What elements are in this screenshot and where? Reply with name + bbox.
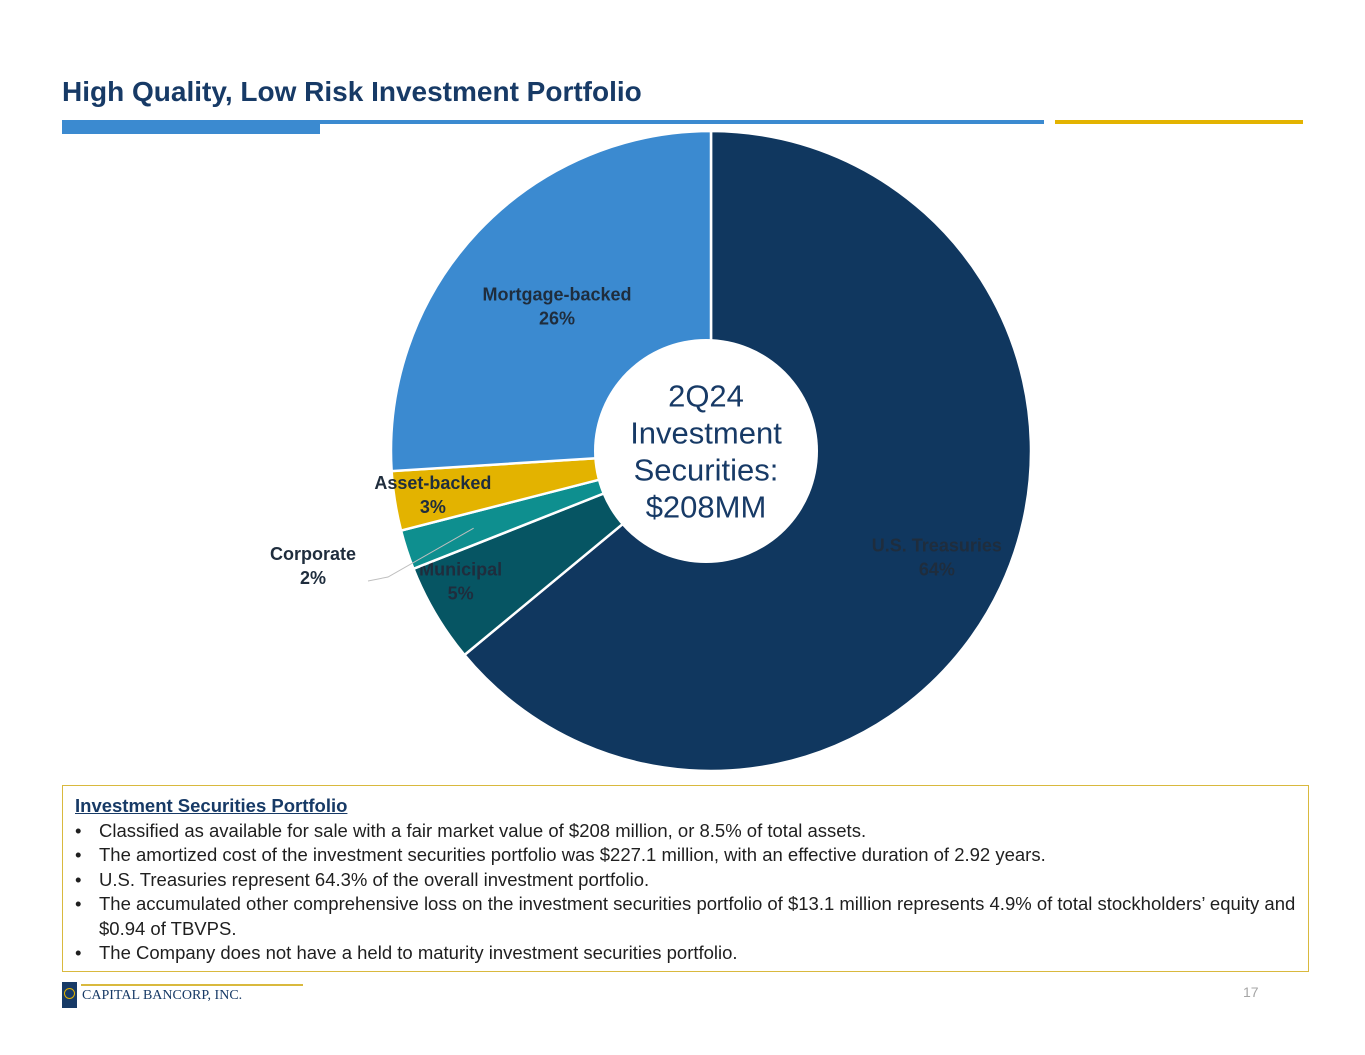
title-rule-accent	[62, 120, 320, 134]
center-label: 2Q24 Investment Securities: $208MM	[630, 379, 782, 525]
logo-icon	[62, 982, 77, 1008]
logo-text: CAPITAL BANCORP, INC.	[82, 988, 243, 1003]
info-box: Investment Securities Portfolio Classifi…	[62, 785, 1309, 972]
title-rule	[62, 120, 1044, 124]
info-bullet: Classified as available for sale with a …	[75, 819, 1296, 844]
slice-label-name: Municipal	[419, 559, 502, 579]
logo-rule	[81, 984, 303, 986]
slice-label: Asset-backed 3%	[374, 473, 491, 517]
info-bullet: The accumulated other comprehensive loss…	[75, 892, 1296, 941]
center-label-line: Investment	[630, 416, 782, 451]
slice-label-name: Asset-backed	[374, 473, 491, 493]
info-bullet: The Company does not have a held to matu…	[75, 941, 1296, 966]
info-heading: Investment Securities Portfolio	[75, 795, 348, 816]
center-label-line: 2Q24	[668, 379, 744, 414]
slice-label-value: 26%	[539, 308, 575, 328]
page-number: 17	[1243, 984, 1259, 1000]
center-label-line: Securities:	[634, 453, 779, 488]
slice-label: U.S. Treasuries 64%	[872, 535, 1002, 579]
slice-label: Municipal 5%	[419, 559, 502, 603]
slice-label: Corporate 2%	[270, 544, 356, 588]
slice-label-value: 2%	[300, 568, 326, 588]
slice-label: Mortgage-backed 26%	[483, 284, 632, 328]
slice-label-value: 5%	[448, 583, 474, 603]
donut-chart: U.S. Treasuries 64% Municipal 5% Corporate 2%…	[270, 129, 1033, 773]
slice-label-name: Corporate	[270, 544, 356, 564]
info-bullet: U.S. Treasuries represent 64.3% of the o…	[75, 868, 1296, 893]
slice-label-value: 3%	[420, 497, 446, 517]
page-title: High Quality, Low Risk Investment Portfo…	[62, 76, 642, 107]
slice-label-name: U.S. Treasuries	[872, 535, 1002, 555]
donut-hole	[594, 339, 818, 563]
info-bullet: The amortized cost of the investment sec…	[75, 843, 1296, 868]
info-bullets: Classified as available for sale with a …	[75, 819, 1296, 966]
center-label-line: $208MM	[646, 490, 767, 525]
slice-label-value: 64%	[919, 559, 955, 579]
slice-label-name: Mortgage-backed	[483, 284, 632, 304]
corporate-leader-line	[367, 527, 474, 582]
title-rule-gold	[1055, 120, 1303, 124]
